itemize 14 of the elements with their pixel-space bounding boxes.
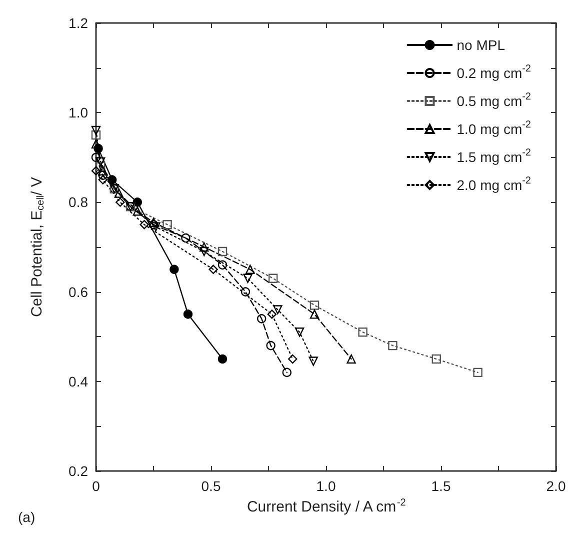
y-tick-label: 1.2 <box>68 15 88 31</box>
y-axis-title: Cell Potential, Ecell/ V <box>28 176 46 318</box>
y-tick-label: 0.2 <box>68 463 88 479</box>
y-tick-label: 1.0 <box>68 104 88 121</box>
text: (a) <box>18 509 36 525</box>
y-tick-label: 0.4 <box>68 373 88 390</box>
x-tick-label: 2.0 <box>546 478 566 494</box>
legend-label: no MPL <box>456 37 506 53</box>
x-tick-label: 1.5 <box>431 478 451 494</box>
y-tick-label: 0.6 <box>68 284 88 300</box>
y-tick-label: 0.8 <box>68 194 88 210</box>
x-tick-label: 0 <box>92 478 100 494</box>
x-tick-label: 1.0 <box>316 478 336 494</box>
x-tick-label: 0.5 <box>201 478 221 494</box>
